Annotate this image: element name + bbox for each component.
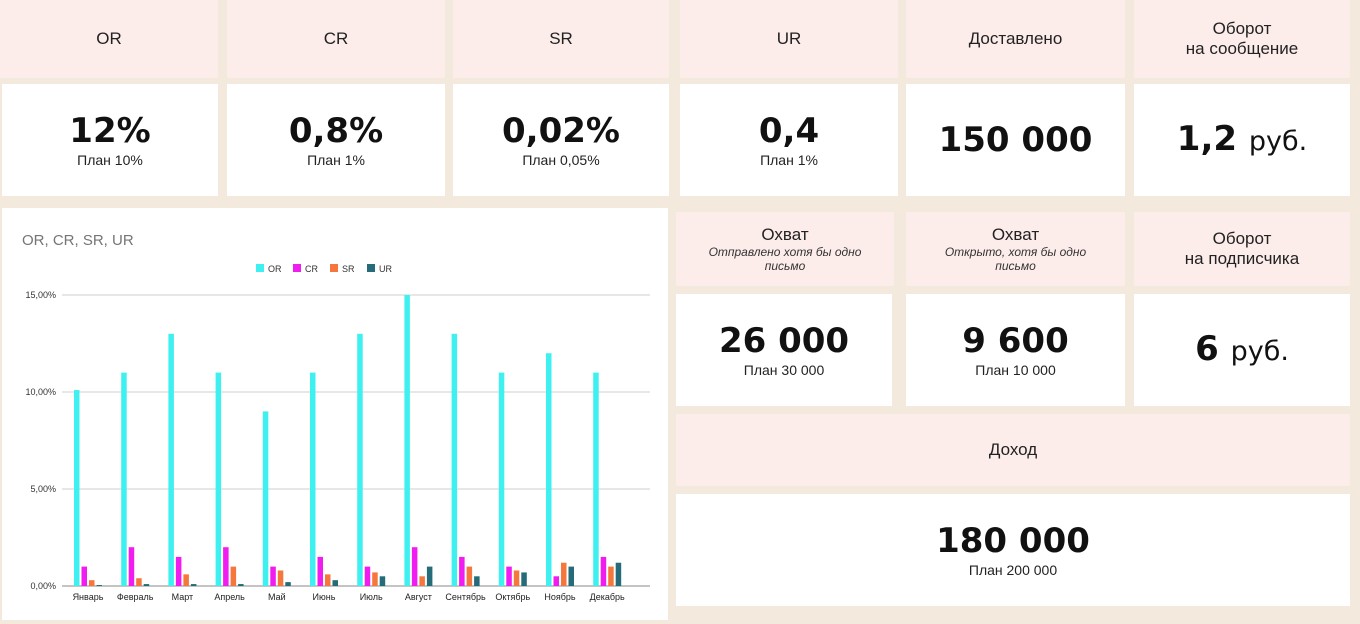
turnover-sub-unit: руб. — [1230, 335, 1289, 367]
cr-label: CR — [323, 29, 349, 48]
ur-label: UR — [776, 29, 802, 48]
sr-label: SR — [549, 29, 573, 48]
or-header: OR — [0, 0, 218, 78]
turnover-msg-value: 1,2 — [1176, 118, 1238, 159]
reach-sent-card: 26 000 План 30 000 — [676, 294, 892, 406]
income-value: 180 000 — [936, 521, 1090, 561]
turnover-sub-value-line: 6 руб. — [1195, 330, 1289, 371]
sr-header: SR — [453, 0, 669, 78]
reach-opened-header: Охват Открыто, хотя бы одно письмо — [906, 212, 1125, 286]
ur-value: 0,4 — [758, 111, 820, 151]
reach-opened-plan: План 10 000 — [975, 362, 1056, 378]
turnover-msg-value-line: 1,2 руб. — [1177, 120, 1307, 161]
cr-header: CR — [227, 0, 445, 78]
or-value: 12% — [69, 111, 151, 151]
chart-panel — [2, 208, 668, 620]
cr-card: 0,8% План 1% — [227, 84, 445, 196]
delivered-label: Доставлено — [968, 29, 1063, 48]
turnover-msg-label-1: Оборот — [1212, 19, 1272, 38]
income-card: 180 000 План 200 000 — [676, 494, 1350, 606]
turnover-msg-unit: руб. — [1248, 125, 1308, 157]
reach-sent-value: 26 000 — [718, 321, 850, 361]
or-card: 12% План 10% — [2, 84, 218, 196]
turnover-sub-label-1: Оборот — [1212, 229, 1272, 248]
reach-opened-label: Охват — [991, 225, 1040, 244]
turnover-msg-label-2: на сообщение — [1185, 39, 1299, 58]
reach-sent-header: Охват Отправлено хотя бы одно письмо — [676, 212, 894, 286]
income-header: Доход — [676, 414, 1350, 486]
reach-sent-sub-2: письмо — [764, 259, 806, 273]
reach-opened-card: 9 600 План 10 000 — [906, 294, 1125, 406]
delivered-header: Доставлено — [906, 0, 1125, 78]
cr-plan: План 1% — [307, 152, 365, 168]
reach-sent-label: Охват — [761, 225, 809, 244]
delivered-value: 150 000 — [938, 120, 1093, 160]
delivered-card: 150 000 — [906, 84, 1125, 196]
reach-sent-plan: План 30 000 — [743, 362, 825, 378]
or-label: OR — [96, 29, 122, 48]
income-plan: План 200 000 — [968, 562, 1058, 578]
ur-card: 0,4 План 1% — [680, 84, 898, 196]
reach-sent-sub-1: Отправлено хотя бы одно — [708, 245, 862, 259]
sr-value: 0,02% — [502, 111, 620, 151]
turnover-sub-card: 6 руб. — [1134, 294, 1350, 406]
sr-plan: План 0,05% — [522, 152, 600, 168]
turnover-msg-card: 1,2 руб. — [1134, 84, 1350, 196]
reach-opened-value: 9 600 — [962, 321, 1069, 361]
turnover-sub-label-2: на подписчика — [1184, 249, 1300, 268]
ur-plan: План 1% — [760, 152, 818, 168]
reach-opened-sub-2: письмо — [995, 259, 1036, 273]
reach-opened-sub-1: Открыто, хотя бы одно — [944, 245, 1087, 259]
turnover-msg-header: Оборот на сообщение — [1134, 0, 1350, 78]
turnover-sub-header: Оборот на подписчика — [1134, 212, 1350, 286]
income-label: Доход — [988, 440, 1038, 459]
cr-value: 0,8% — [288, 111, 384, 151]
turnover-sub-value: 6 — [1195, 328, 1219, 369]
sr-card: 0,02% План 0,05% — [453, 84, 669, 196]
or-plan: План 10% — [77, 152, 143, 168]
chart-title: OR, CR, SR, UR — [22, 232, 134, 249]
ur-header: UR — [680, 0, 898, 78]
